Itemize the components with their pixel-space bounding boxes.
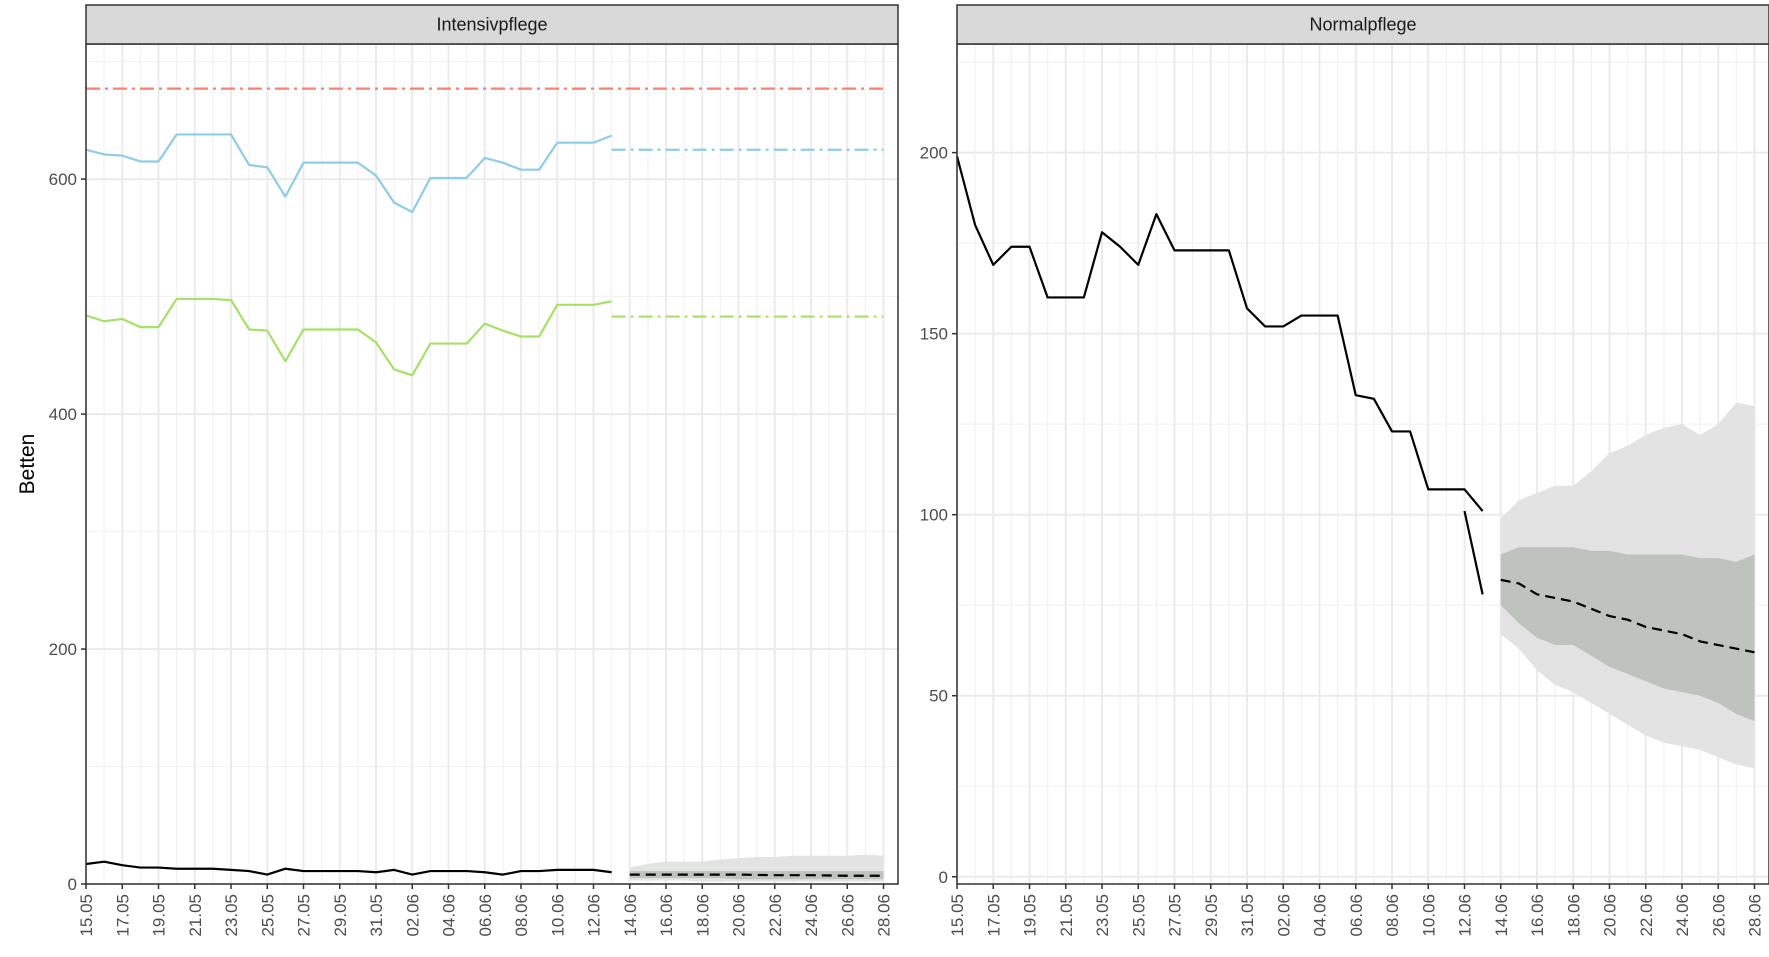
x-tick-label: 18.06 <box>1564 894 1583 937</box>
facet-strip <box>85 4 899 45</box>
x-tick-label: 06.06 <box>1347 894 1366 937</box>
panel-2: Normalpflege 0 50 100 150 200 15.05 17.05 19.05 2… <box>920 4 1769 937</box>
x-tick-label: 31.05 <box>367 894 386 937</box>
x-tick-label: 15.05 <box>77 894 96 937</box>
x-tick-label: 20.06 <box>1601 894 1620 937</box>
forecast-band <box>629 871 884 880</box>
series-line-1 <box>955 155 1484 512</box>
x-tick-label: 17.05 <box>113 894 132 937</box>
y-tick-label: 100 <box>920 506 948 525</box>
x-tick-label: 12.06 <box>1456 894 1475 937</box>
x-tick-label: 19.05 <box>150 894 169 937</box>
x-tick-label: 26.06 <box>838 894 857 937</box>
y-axis-title: Betten <box>16 434 39 495</box>
x-tick-label: 27.05 <box>295 894 314 937</box>
x-tick-label: 31.05 <box>1238 894 1257 937</box>
y-tick-label: 0 <box>939 868 948 887</box>
x-tick-label: 21.05 <box>186 894 205 937</box>
x-tick-label: 18.06 <box>693 894 712 937</box>
x-tick-label: 22.06 <box>766 894 785 937</box>
series-line-2 <box>1463 510 1484 595</box>
y-tick-label: 50 <box>929 687 948 706</box>
x-tick-label: 27.05 <box>1166 894 1185 937</box>
y-tick-label: 600 <box>49 170 77 189</box>
x-tick-label: 26.06 <box>1709 894 1728 937</box>
forecast-band <box>1500 547 1755 722</box>
panel-background <box>86 44 898 884</box>
x-tick-label: 10.06 <box>1419 894 1438 937</box>
x-tick-label: 08.06 <box>1383 894 1402 937</box>
series-line-2 <box>85 133 613 214</box>
x-tick-label: 06.06 <box>476 894 495 937</box>
y-tick-label: 400 <box>49 405 77 424</box>
x-tick-label: 24.06 <box>1673 894 1692 937</box>
x-tick-label: 20.06 <box>730 894 749 937</box>
x-tick-label: 29.05 <box>331 894 350 937</box>
x-tick-label: 08.06 <box>512 894 531 937</box>
y-tick-label: 150 <box>920 325 948 344</box>
x-tick-label: 12.06 <box>585 894 604 937</box>
facet-strip <box>956 4 1769 45</box>
series-line-7 <box>629 873 884 877</box>
series-line-4 <box>85 297 612 377</box>
x-tick-label: 14.06 <box>621 894 640 937</box>
x-tick-label: 28.06 <box>1746 894 1765 937</box>
x-tick-label: 17.05 <box>984 894 1003 937</box>
x-tick-label: 23.05 <box>222 894 241 937</box>
x-tick-label: 16.06 <box>657 894 676 937</box>
x-tick-label: 21.05 <box>1057 894 1076 937</box>
x-tick-label: 02.06 <box>1274 894 1293 937</box>
y-tick-label: 200 <box>49 640 77 659</box>
x-tick-label: 10.06 <box>548 894 567 937</box>
y-tick-label: 0 <box>68 875 77 894</box>
panel-1: Intensivpflege 0 200 400 600 15.05 17.05 19.05 2… <box>49 4 899 937</box>
y-tick-label: 200 <box>920 144 948 163</box>
x-tick-label: 25.05 <box>1129 894 1148 937</box>
x-tick-label: 22.06 <box>1637 894 1656 937</box>
series-line-6 <box>85 860 612 876</box>
x-tick-label: 29.05 <box>1202 894 1221 937</box>
facet-strip-label: Intensivpflege <box>436 15 547 35</box>
x-tick-label: 23.05 <box>1093 894 1112 937</box>
series-line-3 <box>1500 578 1755 654</box>
x-tick-label: 04.06 <box>440 894 459 937</box>
x-tick-label: 16.06 <box>1528 894 1547 937</box>
facet-strip-label: Normalpflege <box>1309 15 1416 35</box>
x-tick-label: 02.06 <box>403 894 422 937</box>
x-tick-label: 15.05 <box>948 894 967 937</box>
x-tick-label: 14.06 <box>1492 894 1511 937</box>
x-tick-label: 04.06 <box>1311 894 1330 937</box>
x-tick-label: 19.05 <box>1021 894 1040 937</box>
x-tick-label: 25.05 <box>258 894 277 937</box>
x-tick-label: 28.06 <box>875 894 894 937</box>
x-tick-label: 24.06 <box>802 894 821 937</box>
